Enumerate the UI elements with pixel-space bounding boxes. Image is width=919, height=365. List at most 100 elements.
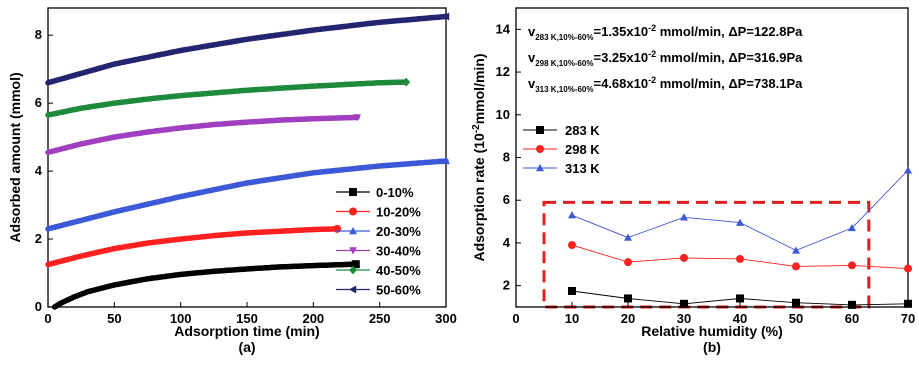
x-axis-label: Adsorption time (min) [174,323,319,339]
y-tick-label: 2 [35,231,42,246]
series-10-20% [45,224,342,268]
annotation-sub: 313 K,10%-60% [535,85,593,94]
x-tick-label: 150 [236,311,258,326]
data-point [736,218,744,226]
data-point [624,294,632,303]
data-point [848,261,856,270]
annotation-text-end: mmol/min, ΔP=316.9Pa [656,50,803,65]
data-point [792,298,800,307]
y-axis-label-end: mmol/min) [471,53,487,124]
data-point [568,241,576,250]
y-tick-label: 4 [35,163,43,178]
annotation-sub: 283 K,10%-60% [535,33,593,42]
legend-marker [349,227,357,235]
series-line [45,114,360,156]
y-tick-label: 14 [496,21,511,36]
legend-marker [349,285,357,294]
legend-label: 40-50% [376,263,421,278]
annotation-prefix: v [528,24,536,39]
x-tick-label: 0 [44,311,51,326]
legend-label: 0-10% [376,185,414,200]
data-point [333,224,342,233]
data-point [353,114,362,122]
legend-marker [536,164,544,172]
legend-label: 298 K [565,142,600,157]
data-point [624,258,632,267]
legend-marker [349,188,357,196]
data-point [351,260,360,269]
x-tick-label: 10 [565,311,579,326]
legend-marker [536,126,544,134]
data-point [904,299,912,308]
legend-label: 20-30% [376,224,421,239]
x-tick-label: 200 [302,311,324,326]
legend-marker [349,247,357,255]
rate-annotation: v283 K,10%-60%=1.35x10-2 mmol/min, ΔP=12… [528,23,803,42]
series-50-60% [45,12,450,86]
x-tick-label: 20 [621,311,635,326]
chart-b: 0 10 20 30 40 50 60 70 2 4 6 8 10 12 14 Relative humidi… [471,7,915,355]
x-tick-label: 100 [170,311,192,326]
annotation-sup: -2 [648,75,656,85]
y-tick-label: 12 [496,64,510,79]
annotation-sup: -2 [648,23,656,33]
data-point [904,166,912,174]
annotation-sub: 298 K,10%-60% [535,59,593,68]
data-point [680,213,688,221]
series-40-50% [45,77,411,118]
annotation-prefix: v [528,76,536,91]
y-tick-label: 8 [503,150,510,165]
x-tick-label: 50 [107,311,121,326]
series-313 K [568,166,912,254]
series-0-10% [51,260,360,310]
data-point [568,211,576,219]
caption-b: (b) [703,339,721,355]
data-point [792,262,800,271]
series-line [51,261,359,310]
y-axis-label: Adsorbed amount (mmol) [7,72,23,242]
series-20-30% [45,156,450,232]
data-point [736,294,744,303]
x-tick-label: 60 [845,311,859,326]
y-tick-label: 2 [503,278,510,293]
annotation-text-end: mmol/min, ΔP=122.8Pa [656,24,803,39]
chart-a: 0 50 100 150 200 250 300 0 2 4 6 8 Adsorption time (… [7,7,457,355]
y-tick-label: 8 [35,27,42,42]
series-line [45,226,340,268]
x-tick-label: 250 [369,311,391,326]
y-tick-label: 0 [35,299,42,314]
data-point [792,246,800,254]
y-tick-label: 6 [503,192,510,207]
data-point [624,233,632,241]
series-line [45,158,449,232]
caption-a: (a) [238,339,255,355]
y-axis-label-sup: -2 [471,124,482,133]
y-axis-label: Adsorption rate (10-2mmol/min) [471,53,487,261]
series-30-40% [45,114,362,156]
legend-label: 313 K [565,161,600,176]
data-point [402,77,411,87]
y-tick-label: 4 [503,235,511,250]
x-tick-label: 300 [435,311,457,326]
data-point [680,253,688,262]
annotation-text: =1.35x10 [594,24,649,39]
annotation-sup: -2 [648,49,656,59]
y-axis-label-main: Adsorption rate (10 [471,133,487,262]
rate-annotation: v313 K,10%-60%=4.68x10-2 mmol/min, ΔP=73… [528,75,803,94]
series-298 K [568,241,912,273]
legend-marker [536,145,544,153]
legend-marker [349,265,357,275]
data-point [442,156,450,165]
annotation-text: =3.25x10 [594,50,649,65]
legend: 0-10% 10-20% 20-30% 30-40% 40-50% 50-60% [336,185,421,298]
series-line [571,169,909,251]
data-point [848,223,856,232]
legend-label: 30-40% [376,244,421,259]
data-point [736,254,744,263]
annotation-text-end: mmol/min, ΔP=738.1Pa [656,76,803,91]
legend-label: 50-60% [376,283,421,298]
x-tick-label: 40 [733,311,747,326]
highlight-box [542,200,871,309]
x-tick-label: 30 [677,311,691,326]
rate-annotation: v298 K,10%-60%=3.25x10-2 mmol/min, ΔP=31… [528,49,803,68]
